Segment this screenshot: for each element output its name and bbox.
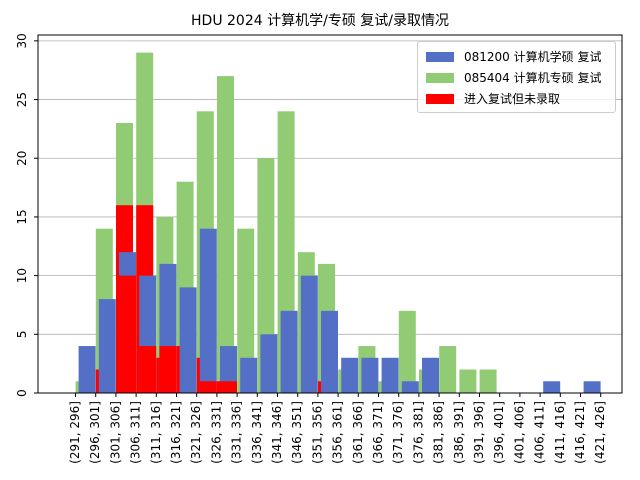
bar-081200 — [422, 357, 439, 393]
legend-swatch-085404 — [426, 72, 454, 83]
legend: 081200 计算机学硕 复试 085404 计算机专硕 复试 进入复试但未录取 — [417, 41, 616, 113]
y-axis: 0 5 10 15 20 25 30 — [15, 33, 38, 397]
bar-081200 — [260, 334, 278, 393]
y-tick-label: 10 — [15, 268, 29, 283]
bar-not-admitted-081200 — [199, 381, 217, 393]
x-tick-label: (416, 421] — [573, 401, 587, 464]
bar-081200 — [321, 310, 338, 393]
bar-081200 — [280, 310, 298, 393]
legend-label-081200: 081200 计算机学硕 复试 — [464, 50, 602, 64]
x-tick-label: (306, 311] — [129, 401, 143, 464]
bar-081200 — [78, 346, 96, 393]
bar-085404 — [439, 346, 457, 393]
legend-label-not-admitted: 进入复试但未录取 — [464, 92, 561, 106]
legend-label-085404: 085404 计算机专硕 复试 — [464, 71, 602, 85]
x-axis: (291, 296] (296, 301] (301, 306] (306, 311]… — [68, 393, 607, 464]
bar-081200 — [401, 381, 419, 393]
bars — [75, 52, 601, 394]
bar-081200 — [179, 287, 197, 393]
bar-081200 — [361, 357, 379, 393]
x-tick-label: (291, 296] — [68, 401, 82, 464]
bar-085404 — [398, 310, 416, 393]
x-tick-label: (406, 411] — [533, 401, 547, 464]
legend-swatch-081200 — [426, 51, 454, 62]
legend-item-not-admitted: 进入复试但未录取 — [426, 88, 607, 109]
x-tick-label: (421, 426] — [593, 401, 607, 464]
y-tick-label: 0 — [15, 389, 29, 397]
x-tick-label: (391, 396] — [472, 401, 486, 464]
legend-item-085404: 085404 计算机专硕 复试 — [426, 67, 607, 88]
x-tick-label: (296, 301] — [88, 401, 102, 464]
y-tick-label: 15 — [15, 209, 29, 224]
bar-081200 — [341, 357, 359, 393]
y-tick-label: 20 — [15, 151, 29, 166]
legend-swatch-not-admitted — [426, 93, 454, 104]
y-tick-label: 5 — [15, 330, 29, 338]
x-tick-label: (376, 381] — [411, 401, 425, 464]
x-tick-label: (351, 356] — [310, 401, 324, 464]
bar-081200 — [240, 357, 258, 393]
bar-not-admitted-081200 — [159, 346, 177, 393]
bar-085404 — [217, 76, 234, 393]
bar-not-admitted-081200 — [119, 275, 136, 393]
bar-not-admitted-081200 — [139, 346, 157, 393]
bar-085404 — [459, 369, 477, 393]
bar-085404 — [479, 369, 497, 393]
plot-frame — [37, 34, 623, 394]
y-tick-label: 30 — [15, 33, 29, 48]
bar-081200 — [300, 275, 318, 393]
bar-081200 — [381, 357, 399, 393]
x-tick-label: (321, 326] — [189, 401, 203, 464]
x-tick-label: (371, 376] — [391, 401, 405, 464]
x-tick-label: (316, 321] — [169, 401, 183, 464]
legend-item-081200: 081200 计算机学硕 复试 — [426, 46, 607, 67]
x-tick-label: (331, 336] — [230, 401, 244, 464]
x-tick-label: (396, 401] — [492, 401, 506, 464]
x-tick-label: (401, 406] — [512, 401, 526, 464]
x-tick-label: (386, 391] — [452, 401, 466, 464]
x-tick-label: (311, 316] — [149, 401, 163, 464]
bar-not-admitted-081200 — [220, 381, 237, 393]
x-tick-label: (341, 346] — [270, 401, 284, 464]
bar-081200 — [543, 381, 561, 393]
chart-title: HDU 2024 计算机学/专硕 复试/录取情况 — [191, 13, 449, 29]
bar-081200 — [583, 381, 601, 393]
bar-081200 — [98, 299, 116, 393]
x-tick-label: (301, 306] — [108, 401, 122, 464]
bar-081200 — [199, 228, 217, 393]
x-tick-label: (411, 416] — [553, 401, 567, 464]
x-tick-label: (381, 386] — [432, 401, 446, 464]
x-tick-label: (356, 361] — [331, 401, 345, 464]
x-tick-label: (336, 341] — [250, 401, 264, 464]
y-tick-label: 25 — [15, 92, 29, 107]
x-tick-label: (346, 351] — [290, 401, 304, 464]
x-tick-label: (366, 371] — [371, 401, 385, 464]
bar-085404 — [237, 228, 255, 393]
x-tick-label: (326, 331] — [209, 401, 223, 464]
x-tick-label: (361, 366] — [351, 401, 365, 464]
